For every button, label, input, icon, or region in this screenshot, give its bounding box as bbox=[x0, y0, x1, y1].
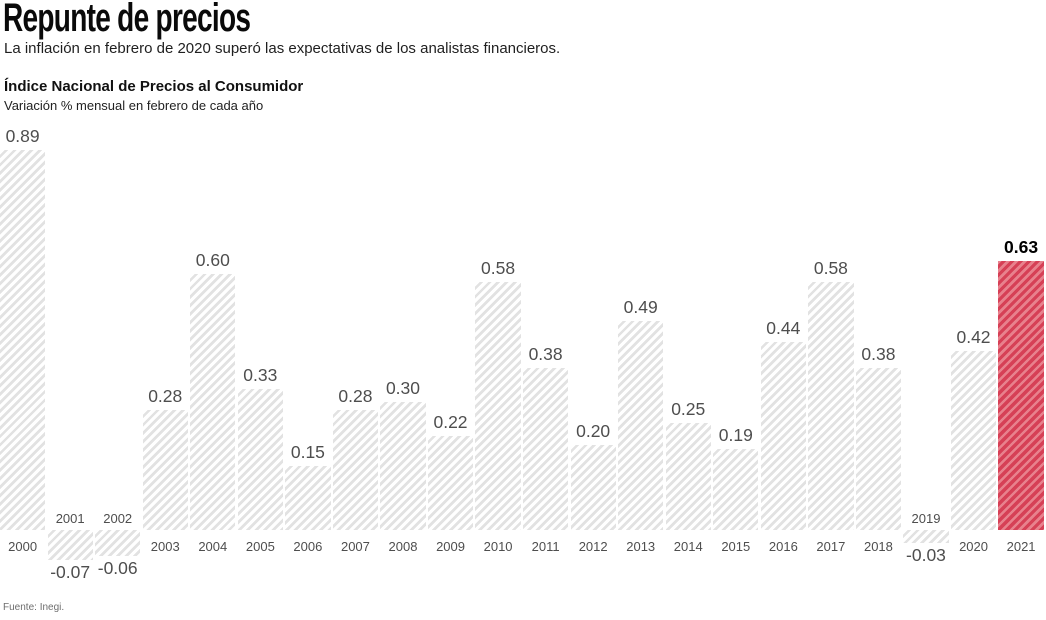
year-label-2004: 2004 bbox=[198, 539, 228, 554]
bar-2002 bbox=[95, 530, 141, 556]
year-label-2009: 2009 bbox=[436, 539, 465, 554]
chart-subtitle: Variación % mensual en febrero de cada a… bbox=[4, 98, 264, 113]
page-subtitle: La inflación en febrero de 2020 superó l… bbox=[4, 40, 561, 57]
bar-2009 bbox=[427, 436, 474, 530]
value-label-2008: 0.30 bbox=[385, 377, 420, 398]
bar-2011 bbox=[523, 367, 569, 530]
value-label-2013: 0.49 bbox=[623, 296, 658, 317]
year-label-2000: 2000 bbox=[8, 539, 38, 554]
year-label-2018: 2018 bbox=[863, 539, 893, 554]
bar-2006 bbox=[285, 465, 331, 530]
value-label-2004: 0.60 bbox=[195, 249, 230, 270]
value-label-2020: 0.42 bbox=[956, 326, 991, 347]
bar-2008 bbox=[380, 401, 426, 530]
bar-2013 bbox=[618, 320, 664, 530]
year-label-2005: 2005 bbox=[245, 539, 275, 554]
bar-2016 bbox=[760, 342, 806, 530]
page-title: Repunte de precios bbox=[3, 0, 251, 40]
value-label-2014: 0.25 bbox=[671, 399, 706, 420]
bar-2010 bbox=[475, 282, 521, 530]
bar-2017 bbox=[808, 282, 854, 530]
bar-2019 bbox=[903, 530, 949, 543]
bar-2014 bbox=[665, 423, 711, 530]
year-label-2015: 2015 bbox=[721, 539, 751, 554]
year-label-2012: 2012 bbox=[578, 539, 608, 554]
value-label-2002: -0.06 bbox=[97, 557, 138, 578]
value-label-2010: 0.58 bbox=[481, 258, 516, 279]
year-label-2021: 2021 bbox=[1006, 539, 1036, 554]
year-label-2020: 2020 bbox=[959, 539, 988, 554]
value-label-2000: 0.89 bbox=[5, 125, 40, 146]
value-label-2015: 0.19 bbox=[718, 424, 753, 445]
year-label-2006: 2006 bbox=[293, 539, 323, 554]
year-label-2001: 2001 bbox=[55, 511, 85, 526]
year-label-2007: 2007 bbox=[340, 539, 370, 554]
source-note: Fuente: Inegi. bbox=[3, 602, 65, 613]
value-label-2021: 0.63 bbox=[1004, 236, 1039, 257]
value-label-2016: 0.44 bbox=[766, 318, 801, 339]
bar-2004 bbox=[190, 273, 236, 530]
chart-title: Índice Nacional de Precios al Consumidor bbox=[4, 78, 304, 95]
bar-2007 bbox=[332, 410, 379, 530]
year-label-2019: 2019 bbox=[911, 511, 941, 526]
bar-2000 bbox=[0, 149, 46, 530]
bar-2005 bbox=[237, 389, 283, 530]
year-label-2016: 2016 bbox=[768, 539, 798, 554]
value-label-2001: -0.07 bbox=[50, 561, 91, 582]
value-label-2009: 0.22 bbox=[433, 412, 468, 433]
bar-2003 bbox=[142, 410, 188, 530]
value-label-2007: 0.28 bbox=[338, 386, 373, 407]
year-label-2010: 2010 bbox=[483, 539, 513, 554]
value-label-2011: 0.38 bbox=[528, 343, 563, 364]
year-label-2008: 2008 bbox=[388, 539, 418, 554]
value-label-2012: 0.20 bbox=[576, 420, 611, 441]
year-label-2011: 2011 bbox=[531, 539, 560, 554]
bar-2021 bbox=[998, 260, 1044, 530]
bar-2020 bbox=[950, 350, 997, 530]
value-label-2017: 0.58 bbox=[813, 258, 848, 279]
value-label-2005: 0.33 bbox=[243, 365, 278, 386]
bar-2012 bbox=[570, 444, 616, 530]
value-label-2006: 0.15 bbox=[290, 441, 325, 462]
bar-2018 bbox=[855, 367, 902, 530]
year-label-2017: 2017 bbox=[816, 539, 846, 554]
value-label-2019: -0.03 bbox=[906, 544, 946, 565]
year-label-2014: 2014 bbox=[673, 539, 703, 554]
bar-2015 bbox=[713, 448, 759, 530]
bar-2001 bbox=[47, 530, 93, 560]
year-label-2002: 2002 bbox=[103, 511, 133, 526]
value-label-2018: 0.38 bbox=[861, 343, 896, 364]
year-label-2003: 2003 bbox=[150, 539, 180, 554]
year-label-2013: 2013 bbox=[626, 539, 656, 554]
value-label-2003: 0.28 bbox=[148, 386, 183, 407]
